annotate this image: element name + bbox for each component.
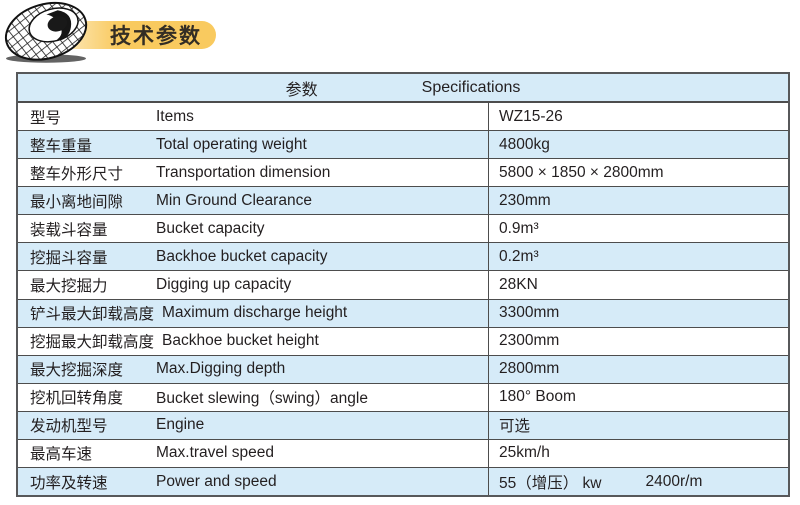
row-label-cn: 型号 [30, 109, 62, 127]
row-value-cell: 0.9m³ [489, 215, 788, 242]
tire-icon [2, 1, 98, 70]
row-value: 55（增压） kw [499, 474, 602, 492]
table-header-en: Specifications [421, 78, 521, 96]
row-value-cell: WZ15-26 [489, 103, 788, 130]
table-row: 发动机型号 Engine 可选 [18, 411, 788, 440]
row-label-en: Maximum discharge height [162, 304, 348, 322]
table-row: 最大挖掘深度 Max.Digging depth 2800mm [18, 355, 788, 384]
table-header-cn: 参数 [285, 81, 318, 99]
row-value-cell: 5800 × 1850 × 2800mm [489, 159, 788, 186]
row-value: 5800 × 1850 × 2800mm [499, 163, 664, 181]
row-label-cell: 整车外形尺寸 Transportation dimension [18, 159, 489, 187]
row-value: 28KN [499, 276, 538, 293]
table-row: 最大挖掘力 Digging up capacity 28KN [18, 271, 788, 300]
row-label-cell: 最小离地间隙 Min Ground Clearance [18, 187, 489, 215]
table-row: 最高车速 Max.travel speed 25km/h [18, 439, 788, 469]
row-label-cell: 最大挖掘深度 Max.Digging depth [18, 355, 489, 383]
table-row: 挖机回转角度 Bucket slewing（swing）angle 180° B… [18, 383, 788, 412]
row-label-cell: 挖掘最大卸载高度 Backhoe bucket height [18, 327, 489, 355]
row-label-cn: 最小离地间隙 [30, 193, 124, 211]
row-value-2: 2400r/m [645, 472, 703, 490]
row-label-cn: 功率及转速 [30, 474, 108, 492]
row-label-cell: 挖掘斗容量 Backhoe bucket capacity [18, 243, 489, 271]
spec-table: 参数 Specifications 型号 Items WZ15-26 整车重量 … [16, 72, 790, 497]
row-label-cell: 发动机型号 Engine [18, 411, 489, 439]
row-label-cell: 装载斗容量 Bucket capacity [18, 215, 489, 243]
row-label-en: Digging up capacity [156, 276, 292, 293]
row-label-cn: 最大挖掘深度 [30, 362, 124, 380]
row-label-cn: 装载斗容量 [30, 221, 108, 239]
row-label-cn: 最大挖掘力 [30, 278, 108, 295]
row-label-en: Max.Digging depth [156, 360, 286, 378]
row-label-cell: 挖机回转角度 Bucket slewing（swing）angle [18, 383, 489, 411]
row-value: WZ15-26 [499, 107, 563, 125]
row-label-cn: 挖掘斗容量 [30, 249, 108, 267]
row-label-cell: 功率及转速 Power and speed [18, 468, 489, 496]
row-label-cn: 铲斗最大卸载高度 [30, 306, 155, 324]
row-value-cell: 0.2m³ [489, 243, 788, 270]
row-value: 2800mm [499, 360, 560, 378]
section-badge-label: 技术参数 [110, 25, 202, 48]
row-value-cell: 25km/h [489, 440, 788, 467]
row-label-cell: 最高车速 Max.travel speed [18, 439, 489, 468]
table-row: 最小离地间隙 Min Ground Clearance 230mm [18, 187, 788, 216]
row-value: 4800kg [499, 135, 550, 153]
row-value-cell: 55（增压） kw 2400r/m [489, 468, 788, 495]
row-label-en: Bucket slewing（swing）angle [156, 390, 368, 408]
table-row: 铲斗最大卸载高度 Maximum discharge height 3300mm [18, 299, 788, 328]
row-value: 可选 [499, 418, 531, 436]
row-value-cell: 230mm [489, 187, 788, 214]
row-label-cell: 最大挖掘力 Digging up capacity [18, 271, 489, 299]
row-value-cell: 28KN [489, 271, 788, 298]
row-label-cn: 整车重量 [30, 137, 93, 155]
row-label-en: Min Ground Clearance [156, 191, 312, 209]
row-label-cn: 发动机型号 [30, 418, 108, 436]
masthead: 技术参数 [0, 0, 320, 68]
row-value-cell: 4800kg [489, 131, 788, 158]
row-label-cn: 挖掘最大卸载高度 [30, 334, 155, 352]
table-row: 装载斗容量 Bucket capacity 0.9m³ [18, 215, 788, 244]
row-label-en: Max.travel speed [156, 444, 275, 462]
row-value: 0.2m³ [499, 247, 539, 265]
table-header-row: 参数 Specifications [18, 74, 788, 103]
row-label-en: Bucket capacity [156, 219, 265, 237]
row-label-cell: 型号 Items [18, 103, 489, 131]
row-label-en: Transportation dimension [156, 163, 331, 181]
row-label-cell: 整车重量 Total operating weight [18, 131, 489, 159]
row-label-cn: 最高车速 [30, 446, 93, 464]
row-label-cn: 挖机回转角度 [30, 390, 124, 408]
table-row: 挖掘斗容量 Backhoe bucket capacity 0.2m³ [18, 243, 788, 272]
row-label-en: Backhoe bucket height [162, 332, 319, 350]
row-label-en: Power and speed [156, 472, 277, 490]
row-label-en: Items [156, 107, 194, 125]
table-row: 型号 Items WZ15-26 [18, 103, 788, 132]
table-row: 挖掘最大卸载高度 Backhoe bucket height 2300mm [18, 327, 788, 356]
row-value-cell: 2300mm [489, 328, 788, 355]
table-row: 整车重量 Total operating weight 4800kg [18, 131, 788, 160]
row-value: 180° Boom [499, 388, 576, 406]
row-label-en: Backhoe bucket capacity [156, 247, 328, 265]
row-label-cn: 整车外形尺寸 [30, 165, 124, 183]
row-label-en: Engine [156, 416, 205, 434]
row-value: 25km/h [499, 444, 550, 462]
row-value-cell: 可选 [489, 412, 788, 439]
row-value: 2300mm [499, 332, 560, 350]
row-value: 3300mm [499, 304, 560, 322]
spec-table-body: 型号 Items WZ15-26 整车重量 Total operating we… [18, 103, 788, 496]
table-row: 功率及转速 Power and speed 55（增压） kw 2400r/m [18, 468, 788, 496]
row-value: 230mm [499, 191, 551, 209]
row-value-cell: 2800mm [489, 356, 788, 383]
table-row: 整车外形尺寸 Transportation dimension 5800 × 1… [18, 159, 788, 188]
row-value-cell: 180° Boom [489, 384, 788, 411]
row-value-cell: 3300mm [489, 300, 788, 327]
row-label-en: Total operating weight [156, 135, 307, 153]
row-value: 0.9m³ [499, 219, 539, 237]
row-label-cell: 铲斗最大卸载高度 Maximum discharge height [18, 299, 489, 327]
